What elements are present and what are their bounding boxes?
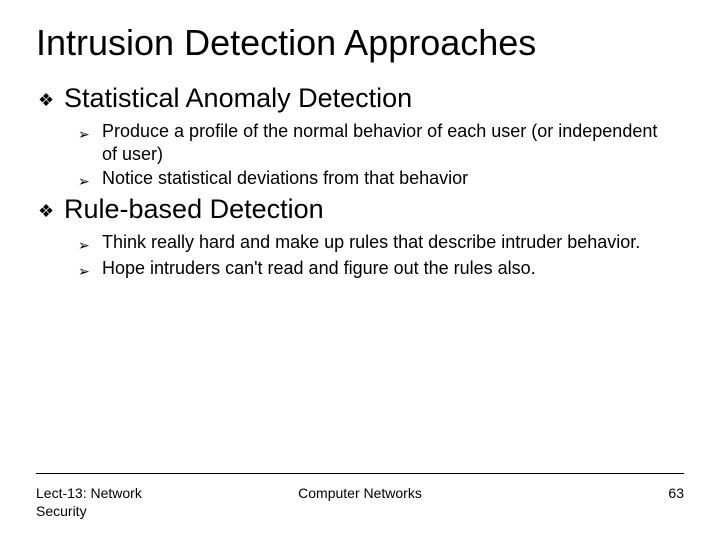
arrow-bullet-icon: ➢ <box>78 257 102 283</box>
footer-left-line1: Lect-13: Network <box>36 485 142 501</box>
footer-page-number: 63 <box>468 484 684 502</box>
slide-content: ❖ Statistical Anomaly Detection ➢ Produc… <box>36 82 684 283</box>
slide: Intrusion Detection Approaches ❖ Statist… <box>0 0 720 540</box>
slide-footer: Lect-13: Network Security Computer Netwo… <box>36 484 684 520</box>
sub-bullet-text: Produce a profile of the normal behavior… <box>102 120 684 167</box>
sub-bullet-text: Notice statistical deviations from that … <box>102 167 488 190</box>
footer-left: Lect-13: Network Security <box>36 484 252 520</box>
footer-left-line2: Security <box>36 503 87 519</box>
bullet-item: ❖ Statistical Anomaly Detection <box>36 82 684 118</box>
arrow-bullet-icon: ➢ <box>78 231 102 257</box>
sub-bullet-item: ➢ Notice statistical deviations from tha… <box>78 167 684 193</box>
sub-bullet-item: ➢ Hope intruders can't read and figure o… <box>78 257 684 283</box>
bullet-text: Rule-based Detection <box>64 193 324 227</box>
arrow-bullet-icon: ➢ <box>78 167 102 193</box>
bullet-item: ❖ Rule-based Detection <box>36 193 684 229</box>
arrow-bullet-icon: ➢ <box>78 120 102 146</box>
diamond-bullet-icon: ❖ <box>36 193 64 229</box>
sub-bullet-text: Think really hard and make up rules that… <box>102 231 660 254</box>
diamond-bullet-icon: ❖ <box>36 82 64 118</box>
footer-center: Computer Networks <box>252 484 468 502</box>
sub-bullet-item: ➢ Produce a profile of the normal behavi… <box>78 120 684 167</box>
slide-title: Intrusion Detection Approaches <box>36 22 684 64</box>
bullet-text: Statistical Anomaly Detection <box>64 82 412 116</box>
sub-bullet-item: ➢ Think really hard and make up rules th… <box>78 231 684 257</box>
sub-bullet-text: Hope intruders can't read and figure out… <box>102 257 556 280</box>
footer-divider <box>36 473 684 474</box>
